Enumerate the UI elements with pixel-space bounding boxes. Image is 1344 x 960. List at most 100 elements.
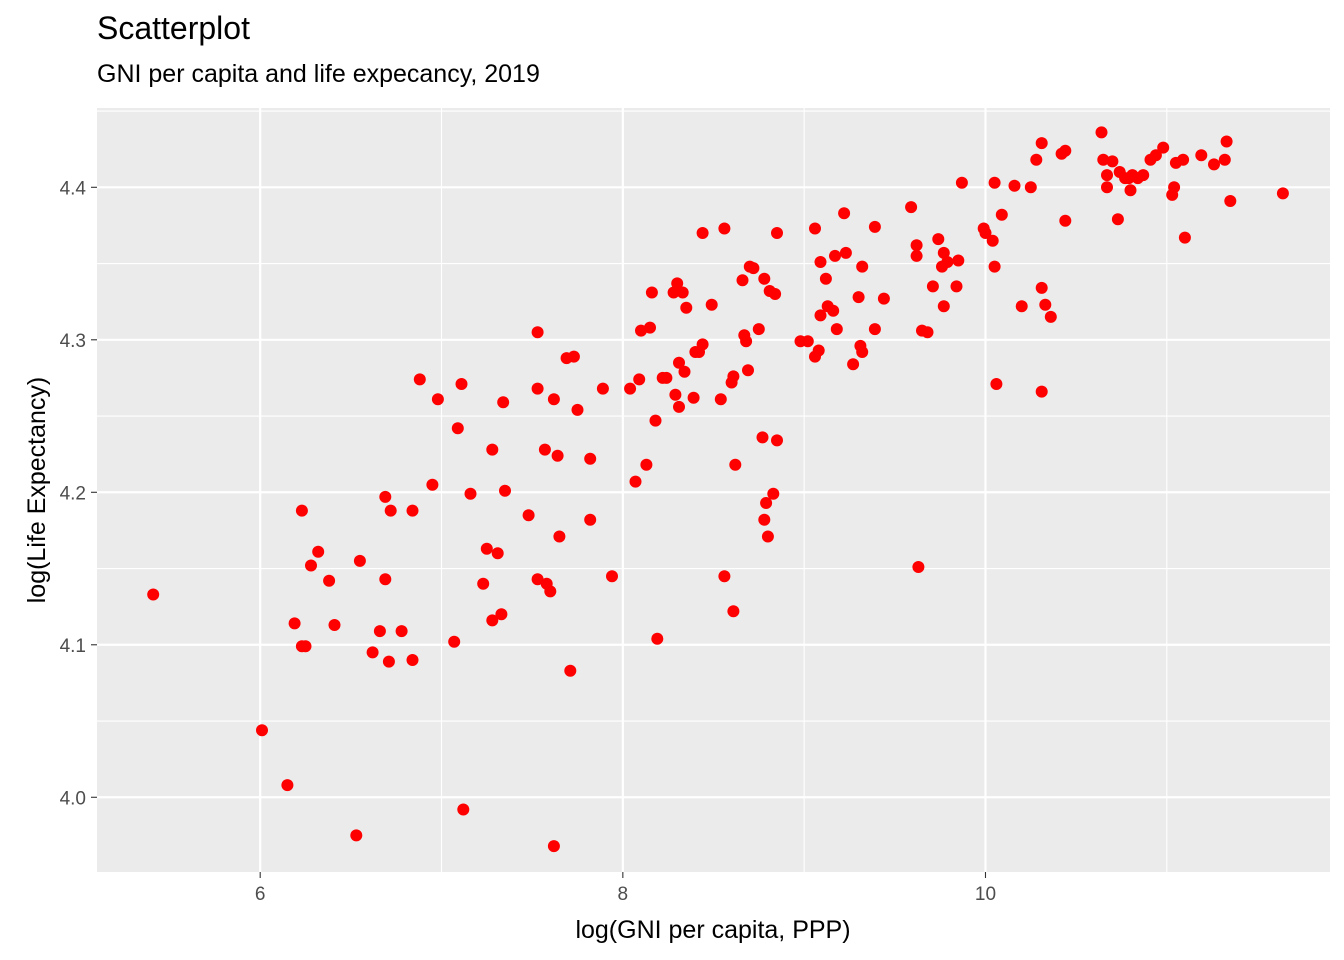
data-point (395, 625, 408, 638)
data-point (990, 378, 1003, 390)
data-point (382, 655, 395, 668)
data-point (767, 487, 780, 500)
data-point (736, 274, 749, 287)
data-point (1195, 149, 1208, 162)
data-point (678, 365, 691, 378)
data-point (584, 513, 597, 526)
x-tick-label: 8 (618, 884, 629, 905)
data-point (819, 272, 832, 285)
data-point (910, 249, 923, 262)
data-point (312, 545, 325, 558)
data-point (771, 227, 783, 239)
data-point (1124, 184, 1137, 197)
data-point (281, 779, 294, 792)
data-point (868, 220, 881, 233)
data-point (673, 356, 685, 369)
data-point (406, 504, 419, 517)
x-tick-label: 6 (255, 884, 266, 905)
data-point (480, 542, 493, 555)
x-axis: 6 8 10 (255, 872, 996, 905)
data-point (950, 280, 963, 293)
data-point (687, 391, 700, 404)
data-point (553, 530, 566, 543)
data-point (937, 246, 950, 259)
data-point (1030, 153, 1043, 166)
y-axis-title: log(Life Expectancy) (23, 377, 51, 604)
data-point (640, 458, 653, 471)
data-point (952, 254, 965, 267)
data-point (305, 559, 317, 572)
data-point (491, 547, 504, 560)
data-point (814, 256, 827, 268)
data-point (633, 373, 646, 386)
data-point (727, 370, 740, 383)
data-point (1008, 179, 1021, 192)
data-point (696, 227, 709, 239)
data-point (547, 840, 560, 853)
data-point (660, 371, 673, 384)
data-point (680, 301, 693, 314)
data-point (995, 208, 1008, 221)
data-point (499, 484, 511, 497)
data-point (856, 260, 869, 273)
data-point (147, 588, 160, 601)
data-point (979, 227, 992, 239)
data-point (756, 431, 769, 444)
data-point (1039, 298, 1052, 311)
y-tick-label: 4.1 (60, 636, 86, 657)
data-point (812, 344, 825, 357)
data-point (431, 393, 444, 406)
data-point (986, 234, 999, 247)
data-point (905, 201, 918, 214)
data-point (256, 724, 268, 737)
data-point (1224, 195, 1237, 207)
data-point (771, 434, 783, 447)
data-point (584, 452, 597, 465)
data-point (669, 388, 682, 401)
data-point (673, 400, 685, 413)
data-point (727, 605, 740, 618)
plot-panel (97, 108, 1330, 872)
data-point (649, 414, 662, 427)
data-point (910, 239, 923, 252)
data-point (328, 619, 341, 631)
data-point (1059, 144, 1072, 157)
data-point (758, 513, 771, 526)
data-point (676, 286, 689, 299)
data-point (829, 249, 841, 262)
data-point (718, 222, 731, 235)
data-point (1059, 214, 1072, 227)
data-point (1044, 310, 1057, 323)
data-point (838, 207, 851, 220)
data-point (988, 260, 1001, 273)
data-point (752, 323, 765, 336)
data-point (564, 664, 577, 677)
data-point (769, 288, 782, 300)
data-point (486, 614, 499, 627)
data-point (353, 554, 366, 567)
data-point (705, 298, 718, 311)
data-point (937, 300, 950, 313)
data-point (522, 509, 535, 522)
data-point (1220, 135, 1233, 148)
data-point (571, 403, 584, 416)
data-points (147, 126, 1289, 853)
data-point (1276, 187, 1289, 200)
data-point (718, 570, 731, 583)
data-point (814, 309, 827, 322)
data-point (645, 286, 658, 299)
data-point (1095, 126, 1108, 139)
data-point (299, 640, 312, 653)
data-point (1035, 281, 1048, 294)
data-point (1111, 213, 1124, 226)
data-point (497, 396, 510, 409)
data-point (644, 321, 656, 334)
data-point (955, 176, 968, 189)
data-point (464, 487, 477, 500)
data-point (729, 458, 742, 471)
chart-title: Scatterplot (97, 10, 250, 46)
data-point (567, 350, 580, 363)
data-point (1106, 155, 1119, 168)
data-point (596, 382, 609, 395)
